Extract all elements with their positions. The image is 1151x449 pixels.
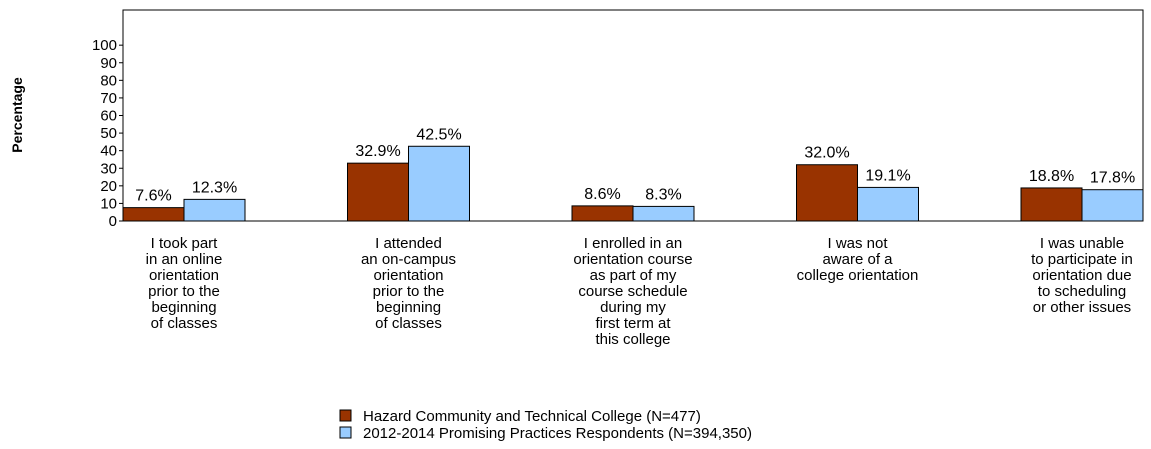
x-tick-label: I enrolled in an orientation course as par… [573, 235, 692, 348]
x-tick-label: I attended an on-campus orientation prior t… [361, 235, 456, 332]
bar [632, 205, 695, 222]
value-label: 17.8% [1090, 170, 1135, 187]
x-tick-label: I was not aware of a college orientation [797, 235, 919, 284]
y-tick-label: 10 [100, 195, 117, 212]
plot-frame [122, 9, 1144, 222]
legend-swatch [339, 409, 352, 422]
value-label: 42.5% [416, 126, 461, 143]
value-label: 12.3% [192, 179, 237, 196]
value-label: 8.6% [584, 186, 620, 203]
y-tick-label: 40 [100, 143, 117, 160]
y-tick-label: 30 [100, 160, 117, 177]
bar [1081, 189, 1144, 222]
bar [347, 162, 409, 222]
legend-label: Hazard Community and Technical College (… [363, 408, 701, 425]
y-axis-label: Percentage [9, 77, 25, 153]
bar [796, 164, 858, 222]
y-tick-label: 50 [100, 125, 117, 142]
legend-swatch [339, 426, 352, 439]
bar [183, 198, 246, 222]
value-label: 19.1% [865, 167, 910, 184]
y-tick-label: 100 [92, 37, 117, 54]
y-tick-label: 0 [109, 213, 117, 230]
y-tick-label: 60 [100, 108, 117, 125]
y-tick-label: 80 [100, 72, 117, 89]
legend-label: 2012-2014 Promising Practices Respondent… [363, 425, 752, 442]
value-label: 7.6% [135, 188, 171, 205]
bar [571, 205, 634, 222]
y-tick-label: 70 [100, 90, 117, 107]
value-label: 32.9% [355, 143, 400, 160]
x-tick-label: I took part in an online orientation prior … [146, 235, 223, 332]
y-tick-label: 90 [100, 55, 117, 72]
bar [1020, 187, 1083, 222]
value-label: 8.3% [645, 186, 681, 203]
bar [408, 145, 470, 222]
value-label: 32.0% [804, 145, 849, 162]
x-tick-label: I was unable to participate in orientation… [1031, 235, 1133, 316]
bar [122, 207, 185, 222]
bar [857, 186, 919, 222]
value-label: 18.8% [1029, 168, 1074, 185]
y-tick-label: 20 [100, 178, 117, 195]
